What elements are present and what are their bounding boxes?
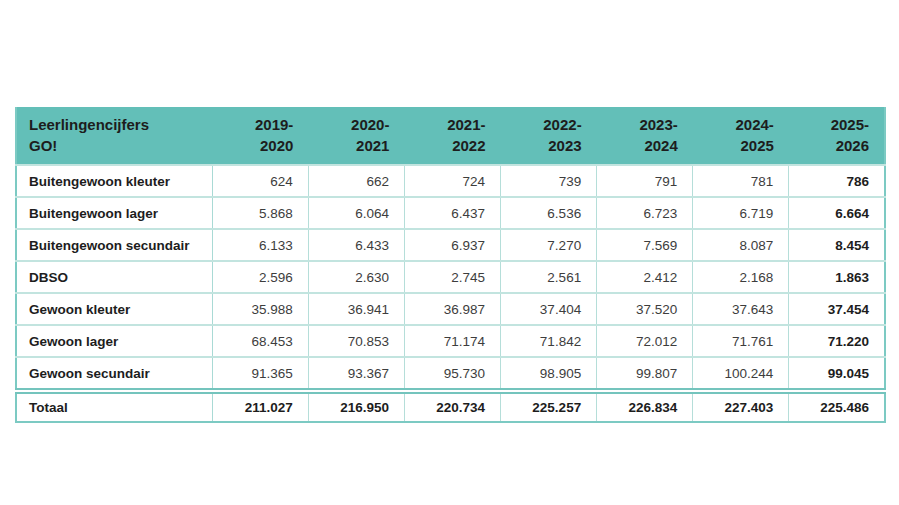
cell: 95.730 — [404, 357, 500, 391]
cell: 7.270 — [501, 229, 597, 261]
cell: 70.853 — [308, 325, 404, 357]
cell: 2.561 — [501, 261, 597, 293]
total-cell: 211.027 — [212, 391, 308, 422]
total-cell: 225.257 — [501, 391, 597, 422]
cell: 93.367 — [308, 357, 404, 391]
cell: 91.365 — [212, 357, 308, 391]
row-label: Gewoon lager — [16, 325, 212, 357]
table-row-buitengewoon-kleuter: Buitengewoon kleuter 624 662 724 739 791… — [16, 165, 885, 197]
table-row-totaal: Totaal 211.027 216.950 220.734 225.257 2… — [16, 391, 885, 422]
cell: 36.941 — [308, 293, 404, 325]
cell: 100.244 — [693, 357, 789, 391]
table-header: Leerlingencijfers GO! 2019- 2020 2020- 2… — [16, 107, 885, 165]
column-header-2020-2021: 2020- 2021 — [308, 107, 404, 165]
cell: 99.045 — [789, 357, 885, 391]
cell: 786 — [789, 165, 885, 197]
cell: 8.087 — [693, 229, 789, 261]
table-body: Buitengewoon kleuter 624 662 724 739 791… — [16, 165, 885, 422]
table-row-gewoon-lager: Gewoon lager 68.453 70.853 71.174 71.842… — [16, 325, 885, 357]
row-label: Buitengewoon secundair — [16, 229, 212, 261]
table-title: Leerlingencijfers GO! — [16, 107, 212, 165]
cell: 6.723 — [597, 197, 693, 229]
table-title-line2: GO! — [29, 135, 212, 156]
total-cell: 220.734 — [404, 391, 500, 422]
total-cell: 226.834 — [597, 391, 693, 422]
cell: 662 — [308, 165, 404, 197]
cell: 6.433 — [308, 229, 404, 261]
total-cell: 216.950 — [308, 391, 404, 422]
cell: 8.454 — [789, 229, 885, 261]
cell: 2.745 — [404, 261, 500, 293]
row-label: DBSO — [16, 261, 212, 293]
cell: 99.807 — [597, 357, 693, 391]
cell: 6.133 — [212, 229, 308, 261]
cell: 624 — [212, 165, 308, 197]
cell: 6.937 — [404, 229, 500, 261]
cell: 37.643 — [693, 293, 789, 325]
table-row-buitengewoon-lager: Buitengewoon lager 5.868 6.064 6.437 6.5… — [16, 197, 885, 229]
cell: 35.988 — [212, 293, 308, 325]
column-header-2019-2020: 2019- 2020 — [212, 107, 308, 165]
cell: 71.220 — [789, 325, 885, 357]
cell: 5.868 — [212, 197, 308, 229]
cell: 791 — [597, 165, 693, 197]
cell: 98.905 — [501, 357, 597, 391]
header-row: Leerlingencijfers GO! 2019- 2020 2020- 2… — [16, 107, 885, 165]
total-cell: 227.403 — [693, 391, 789, 422]
row-label: Buitengewoon kleuter — [16, 165, 212, 197]
cell: 1.863 — [789, 261, 885, 293]
table-row-gewoon-kleuter: Gewoon kleuter 35.988 36.941 36.987 37.4… — [16, 293, 885, 325]
total-label: Totaal — [16, 391, 212, 422]
cell: 72.012 — [597, 325, 693, 357]
table-row-dbso: DBSO 2.596 2.630 2.745 2.561 2.412 2.168… — [16, 261, 885, 293]
table-row-gewoon-secundair: Gewoon secundair 91.365 93.367 95.730 98… — [16, 357, 885, 391]
cell: 2.596 — [212, 261, 308, 293]
cell: 37.454 — [789, 293, 885, 325]
cell: 6.437 — [404, 197, 500, 229]
cell: 6.719 — [693, 197, 789, 229]
cell: 781 — [693, 165, 789, 197]
cell: 7.569 — [597, 229, 693, 261]
cell: 68.453 — [212, 325, 308, 357]
cell: 37.404 — [501, 293, 597, 325]
table-title-line1: Leerlingencijfers — [29, 114, 212, 135]
cell: 739 — [501, 165, 597, 197]
cell: 37.520 — [597, 293, 693, 325]
leerlingencijfers-table-container: Leerlingencijfers GO! 2019- 2020 2020- 2… — [15, 107, 886, 423]
row-label: Gewoon secundair — [16, 357, 212, 391]
cell: 6.536 — [501, 197, 597, 229]
cell: 71.842 — [501, 325, 597, 357]
column-header-2025-2026: 2025- 2026 — [789, 107, 885, 165]
leerlingencijfers-table: Leerlingencijfers GO! 2019- 2020 2020- 2… — [15, 107, 886, 423]
column-header-2024-2025: 2024- 2025 — [693, 107, 789, 165]
total-cell: 225.486 — [789, 391, 885, 422]
column-header-2023-2024: 2023- 2024 — [597, 107, 693, 165]
cell: 71.174 — [404, 325, 500, 357]
cell: 2.412 — [597, 261, 693, 293]
table-row-buitengewoon-secundair: Buitengewoon secundair 6.133 6.433 6.937… — [16, 229, 885, 261]
cell: 36.987 — [404, 293, 500, 325]
cell: 71.761 — [693, 325, 789, 357]
cell: 6.664 — [789, 197, 885, 229]
row-label: Buitengewoon lager — [16, 197, 212, 229]
column-header-2022-2023: 2022- 2023 — [501, 107, 597, 165]
column-header-2021-2022: 2021- 2022 — [404, 107, 500, 165]
cell: 6.064 — [308, 197, 404, 229]
row-label: Gewoon kleuter — [16, 293, 212, 325]
cell: 2.168 — [693, 261, 789, 293]
cell: 724 — [404, 165, 500, 197]
cell: 2.630 — [308, 261, 404, 293]
